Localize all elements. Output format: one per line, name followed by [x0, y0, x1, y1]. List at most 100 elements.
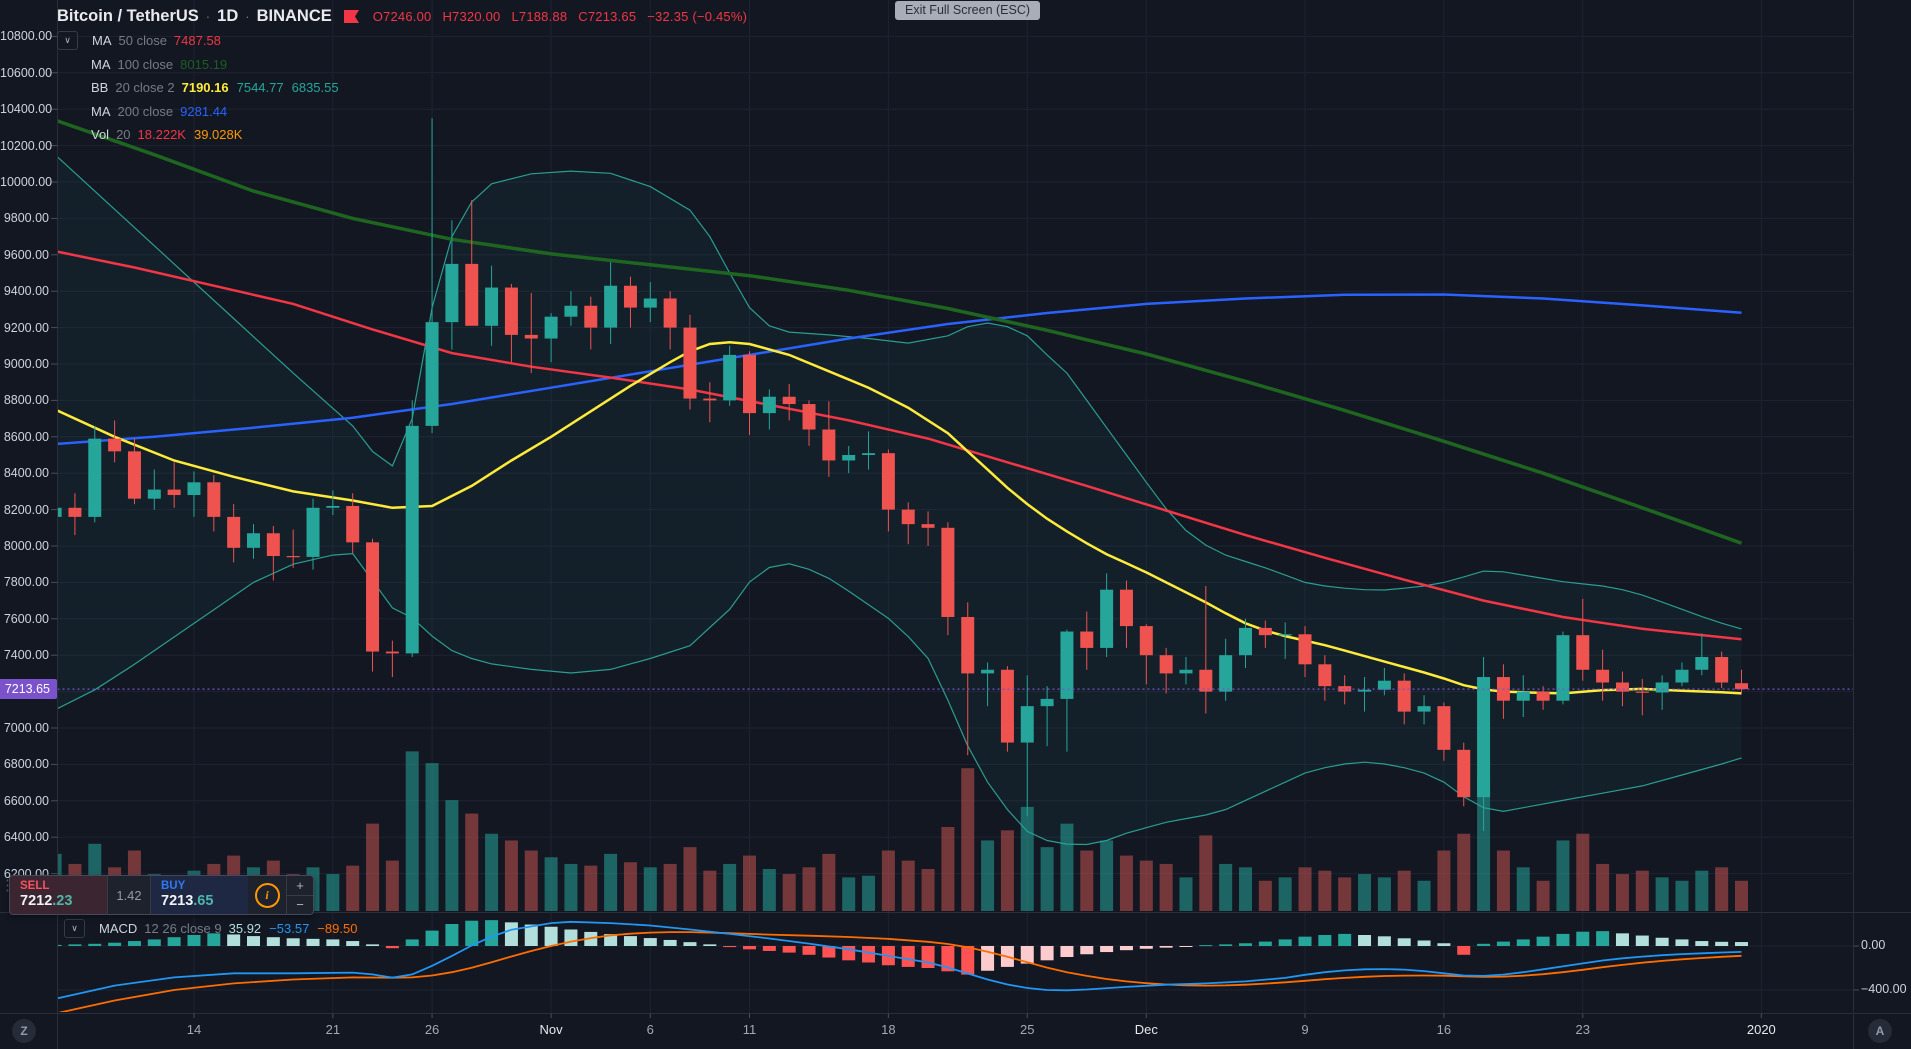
price-tick-label: 6400.00 [3, 830, 49, 845]
time-tick-label: 9 [1301, 1022, 1309, 1037]
info-button[interactable]: i [248, 876, 286, 914]
ma200-line [57, 293, 1742, 446]
volume-bars [57, 751, 1748, 911]
macd-params: 12 26 close 9 [144, 920, 222, 936]
indicator-name: MA [91, 56, 111, 72]
indicator-value: 8015.19 [180, 56, 228, 72]
macd-legend-row[interactable]: ∨ MACD 12 26 close 9 35.92 −53.57 −89.50 [64, 917, 357, 939]
time-tick-label: 6 [646, 1022, 654, 1037]
indicator-row-ma[interactable]: MA 200 close 9281.44 [57, 100, 747, 124]
macd-value: −89.50 [317, 920, 358, 936]
sell-button[interactable]: SELL 7212.23 [10, 876, 107, 914]
timezone-button[interactable]: Z [12, 1019, 36, 1043]
price-tick-label: 10800.00 [0, 29, 53, 44]
symbol-title-row[interactable]: Bitcoin / TetherUS · 1D · BINANCE O7246.… [57, 3, 747, 29]
indicator-value: 39.028K [193, 127, 243, 143]
time-tick-label: 16 [1436, 1022, 1452, 1037]
time-tick-label: 25 [1020, 1022, 1035, 1037]
minus-button[interactable]: − [296, 897, 304, 913]
macd-signal-line [58, 931, 1742, 1012]
indicator-values: 18.222K 39.028K [138, 127, 243, 142]
ma50-line [57, 250, 1742, 641]
trade-panel: SELL 7212.23 1.42 BUY 7213.65 i + − [9, 875, 314, 915]
indicator-row-bb[interactable]: BB 20 close 2 7190.16 7544.77 6835.55 [57, 76, 747, 100]
macd-value: 35.92 [228, 920, 262, 936]
indicator-row-vol[interactable]: Vol 20 18.222K 39.028K [57, 123, 747, 147]
price-tick-label: 6600.00 [3, 793, 49, 808]
indicator-rows: ∨ MA 50 close 7487.58 MA 100 close 8015.19 BB 20… [57, 29, 747, 147]
indicator-params: 20 close 2 [115, 80, 175, 96]
indicator-values: 7487.58 [174, 33, 221, 48]
price-tick-label: 9000.00 [3, 357, 49, 371]
price-tick-label: 8400.00 [3, 466, 49, 481]
time-tick-label: 23 [1575, 1022, 1590, 1037]
grid [57, 0, 1854, 1014]
price-tick-label: 7600.00 [3, 611, 49, 626]
macd-value: −53.57 [269, 920, 310, 936]
time-tick-label: 21 [325, 1022, 341, 1037]
price-tick-label: 9400.00 [3, 284, 49, 299]
indicator-values: 7190.16 7544.77 6835.55 [182, 80, 339, 95]
separator-dot: · [205, 8, 211, 24]
flag-icon[interactable] [343, 9, 359, 23]
change-value: −32.35 (−0.45%) [647, 8, 748, 24]
chevron-down-icon[interactable]: ∨ [64, 918, 85, 938]
auto-scale-button[interactable]: A [1868, 1019, 1892, 1043]
price-tick-label: 9200.00 [3, 320, 49, 335]
plus-button[interactable]: + [287, 876, 313, 896]
macd-main-line [57, 920, 1742, 1000]
indicator-value: 7544.77 [236, 80, 284, 96]
price-tick-label: 7000.00 [3, 721, 49, 735]
price-tick-label: 7800.00 [3, 575, 49, 590]
indicator-row-ma[interactable]: ∨ MA 50 close 7487.58 [57, 29, 747, 53]
buy-button[interactable]: BUY 7213.65 [151, 876, 248, 914]
high-value: H7320.00 [442, 8, 501, 24]
indicator-row-ma[interactable]: MA 100 close 8015.19 [57, 53, 747, 77]
price-tick-label: 6800.00 [3, 757, 49, 772]
indicator-params: 200 close [117, 103, 174, 119]
indicator-name: MA [91, 103, 111, 119]
indicator-name: MA [92, 33, 112, 49]
exchange-label: BINANCE [256, 6, 332, 25]
interval-label[interactable]: 1D [217, 6, 239, 25]
time-tick-label: Nov [539, 1022, 563, 1037]
time-tick-label: 11 [742, 1022, 757, 1037]
sell-label: SELL [20, 880, 50, 892]
price-tick-label: 9600.00 [3, 247, 49, 262]
indicator-values: 9281.44 [180, 104, 227, 119]
close-value: C7213.65 [578, 8, 637, 24]
bb-basis-line [57, 340, 1742, 695]
indicator-name: BB [91, 80, 109, 96]
price-tick-label: 10400.00 [0, 102, 53, 117]
sell-price: 7212.23 [20, 893, 73, 909]
candles [57, 118, 1748, 831]
chevron-down-icon[interactable]: ∨ [57, 31, 78, 51]
low-value: L7188.88 [511, 8, 568, 24]
time-tick-label: Dec [1134, 1022, 1158, 1037]
symbol-name[interactable]: Bitcoin / TetherUS [57, 6, 199, 25]
buy-label: BUY [161, 880, 186, 892]
drag-handle-icon[interactable]: ⋮ [0, 877, 15, 894]
spread-value: 1.42 [107, 876, 151, 914]
indicator-params: 50 close [118, 33, 167, 49]
separator-dot: · [245, 8, 250, 24]
macd-tick-label: −400.00 [1861, 982, 1907, 996]
price-tick-label: 10200.00 [0, 138, 53, 153]
price-tick-label: 10000.00 [0, 175, 53, 189]
indicator-value: 7190.16 [181, 80, 229, 96]
indicator-name: Vol [91, 127, 110, 143]
price-tick-label: 8800.00 [3, 393, 49, 408]
legend: Bitcoin / TetherUS · 1D · BINANCE O7246.… [57, 3, 747, 147]
info-icon: i [254, 882, 280, 908]
price-tick-label: 10600.00 [0, 65, 53, 80]
macd-values: 35.92 −53.57 −89.50 [229, 921, 358, 936]
indicator-value: 7487.58 [173, 33, 221, 49]
exit-fullscreen-tooltip: Exit Full Screen (ESC) [895, 1, 1041, 20]
open-value: O7246.00 [372, 8, 432, 24]
price-tick-label: 7400.00 [3, 648, 49, 663]
indicator-params: 100 close [117, 56, 174, 72]
ohlc-values: O7246.00 H7320.00 L7188.88 C7213.65 −32.… [373, 9, 747, 24]
indicator-value: 18.222K [137, 127, 186, 143]
indicator-value: 9281.44 [180, 103, 228, 119]
